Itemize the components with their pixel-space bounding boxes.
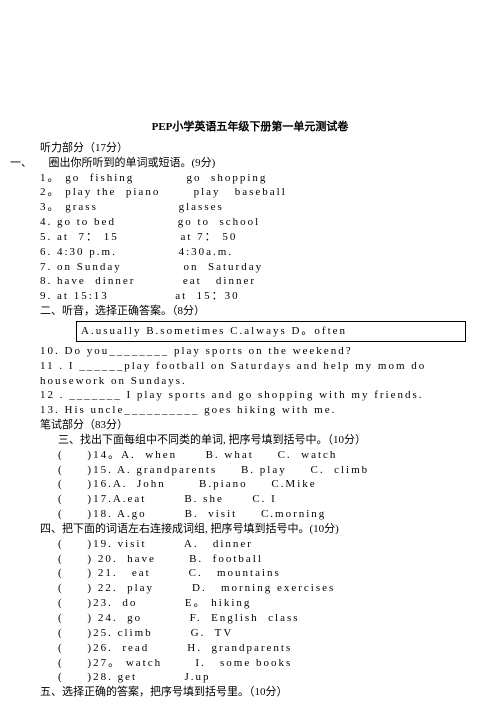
section4-item: ( ) 24. go F. English class [58,611,460,626]
section4-item: ( ) 22. play D. morning exercises [58,581,460,596]
section1-item: 9. at 15:13 at 15：30 [40,289,460,304]
section4-item: ( )23. do E。 hiking [58,596,460,611]
section4-item: ( )26. read H. grandparents [58,641,460,656]
section3-item: ( )17.A.eat B. she C. I [58,492,460,507]
section5-title: 五、选择正确的答案，把序号填到括号里。（10分） [40,685,460,700]
section3-item: ( )15. A. grandparents B. play C. climb [58,463,460,478]
section4-item: ( )27。 watch I. some books [58,656,460,671]
section1-item: 1。 go fishing go shopping [40,171,460,186]
options-box: A.usually B.sometimes C.always D。often [76,321,466,342]
section4-item: ( )19. visit A. dinner [58,537,460,552]
section1-item: 3。 grass glasses [40,200,460,215]
section3-title: 三、找出下面每组中不同类的单词, 把序号填到括号中。（10分） [58,433,460,448]
section1-num: 一、 [10,157,32,169]
q12: 12 . _______ I play sports and go shoppi… [40,388,460,403]
listening-section: 听力部分（17分） 一、 圈出你所听到的单词或短语。(9分) 1。 go fis… [40,141,460,418]
section1-line: 一、 圈出你所听到的单词或短语。(9分) [40,156,460,171]
section4-item: ( ) 21. eat C. mountains [58,566,460,581]
section1-item: 8. have dinner eat dinner [40,274,460,289]
section3-item: ( )18. A.go B. visit C.morning [58,507,460,522]
section1-item: 4. go to bed go to school [40,215,460,230]
listening-header: 听力部分（17分） [40,141,460,156]
page-title: PEP小学英语五年级下册第一单元测试卷 [40,120,460,135]
section1-item: 5. at 7： 15 at 7： 50 [40,230,460,245]
section4-item: ( ) 20. have B. football [58,552,460,567]
section4-title: 四、把下面的词语左右连接成词组, 把序号填到括号中。(10分) [40,522,460,537]
section4-item: ( )28. get J.up [58,670,460,685]
section4-items: ( )19. visit A. dinner( ) 20. have B. fo… [58,537,460,685]
section4-item: ( )25. climb G. TV [58,626,460,641]
exam-page: PEP小学英语五年级下册第一单元测试卷 听力部分（17分） 一、 圈出你所听到的… [0,0,500,720]
q13: 13. His uncle__________ goes hiking with… [40,403,460,418]
section1-item: 6. 4:30 p.m. 4:30a.m. [40,245,460,260]
section1-item: 7. on Sunday on Saturday [40,260,460,275]
section3-item: ( )14。A. when B. what C. watch [58,448,460,463]
section1-items: 1。 go fishing go shopping2。 play the pia… [40,171,460,305]
section3-items: ( )14。A. when B. what C. watch( )15. A. … [58,448,460,522]
section2-title: 二、听音，选择正确答案。（8分） [40,304,460,319]
written-header: 笔试部分（83分） [40,418,460,433]
q10: 10. Do you________ play sports on the we… [40,344,460,359]
section1-item: 2。 play the piano play baseball [40,185,460,200]
section3-item: ( )16.A. John B.piano C.Mike [58,477,460,492]
q11: 11 . I ______play football on Saturdays … [40,359,460,389]
section1-title: 圈出你所听到的单词或短语。(9分) [49,157,216,169]
